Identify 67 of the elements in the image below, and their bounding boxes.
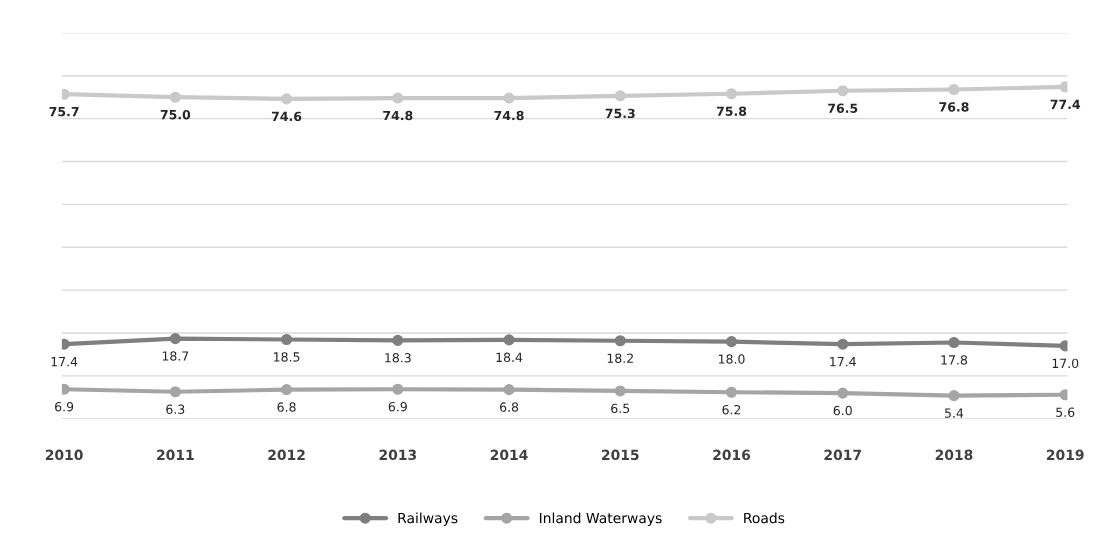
data-label: 17.8 — [941, 355, 968, 365]
point — [614, 385, 626, 397]
x-tick-label: 2012 — [268, 449, 305, 461]
x-tick-label: 2015 — [602, 449, 639, 461]
x-tick-label: 2010 — [45, 449, 83, 461]
point — [837, 387, 849, 399]
point — [725, 88, 738, 100]
data-label: 5.6 — [1056, 407, 1075, 417]
point — [392, 92, 404, 104]
data-label: 18.0 — [718, 354, 745, 364]
data-label: 6.5 — [611, 403, 630, 414]
legend-label: Railways — [398, 512, 458, 526]
data-label: 77.4 — [1050, 99, 1081, 109]
point — [392, 383, 404, 395]
data-label: 17.0 — [1052, 358, 1079, 369]
point — [948, 390, 960, 402]
data-label: 74.6 — [271, 111, 302, 122]
point — [614, 90, 626, 102]
x-tick-label: 2014 — [490, 449, 528, 461]
point — [503, 334, 515, 346]
data-label: 75.7 — [49, 107, 79, 117]
x-tick-label: 2013 — [379, 449, 417, 461]
data-label: 18.7 — [162, 351, 189, 361]
data-label: 17.4 — [830, 357, 856, 367]
data-label: 6.3 — [166, 404, 185, 414]
data-label: 18.3 — [385, 353, 411, 363]
point — [614, 335, 626, 347]
data-label: 5.4 — [945, 408, 964, 418]
data-label: 6.9 — [55, 401, 74, 412]
data-label: 6.8 — [277, 402, 296, 412]
data-label: 6.8 — [499, 402, 519, 412]
data-label: 75.3 — [605, 108, 635, 119]
legend-label: Roads — [744, 512, 785, 524]
data-label: 6.2 — [722, 404, 741, 415]
data-label: 18.5 — [274, 352, 300, 362]
x-tick-label: 2016 — [713, 449, 751, 461]
point — [281, 333, 293, 346]
data-label: 18.2 — [607, 353, 633, 363]
point — [503, 384, 515, 396]
x-tick-label: 2018 — [935, 449, 973, 461]
point — [392, 334, 404, 346]
point — [837, 338, 849, 350]
data-label: 17.4 — [51, 357, 78, 367]
point — [169, 386, 181, 398]
data-label: 74.8 — [494, 110, 524, 121]
x-tick-label: 2011 — [157, 449, 194, 461]
point — [169, 333, 181, 345]
x-tick-label: 2019 — [1046, 449, 1084, 461]
point — [503, 92, 515, 104]
point — [725, 336, 738, 348]
data-label: 76.8 — [939, 102, 969, 112]
data-label: 6.0 — [833, 405, 852, 416]
data-label: 74.8 — [383, 110, 413, 121]
point — [281, 384, 293, 396]
point — [169, 91, 181, 103]
point — [725, 386, 738, 398]
data-label: 75.0 — [160, 109, 191, 120]
data-label: 75.8 — [716, 106, 747, 116]
point — [948, 83, 960, 96]
data-label: 76.5 — [828, 103, 858, 113]
data-label: 6.9 — [388, 401, 407, 412]
data-label: 18.4 — [496, 352, 523, 363]
point — [948, 336, 960, 349]
x-tick-label: 2017 — [824, 449, 861, 461]
legend-label: Inland Waterways — [539, 512, 662, 526]
point — [281, 93, 293, 105]
point — [837, 85, 849, 97]
